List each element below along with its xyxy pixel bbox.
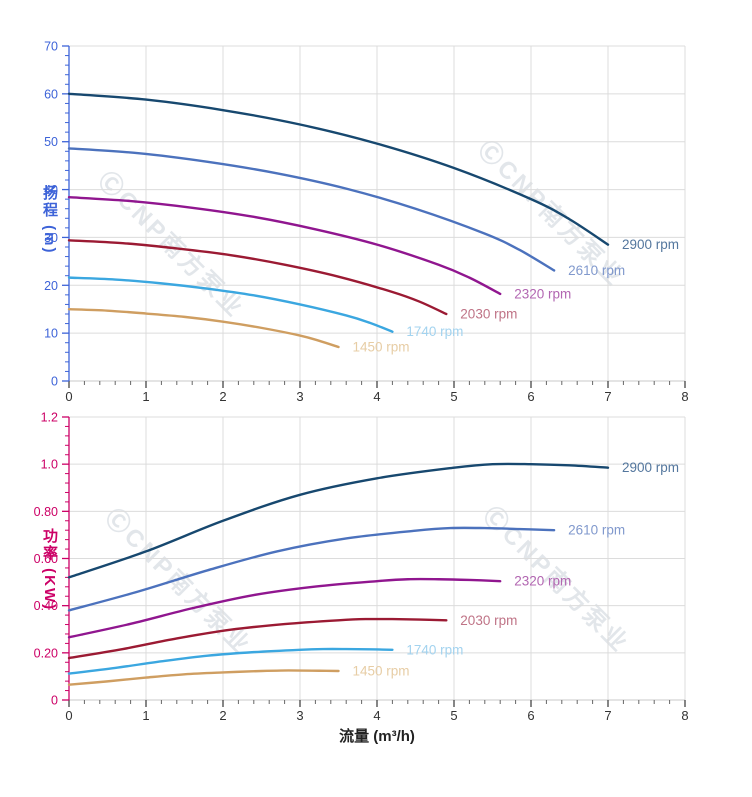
series-label-2320-rpm: 2320 rpm (514, 574, 571, 589)
x-tick-label: 0 (65, 389, 72, 404)
x-tick-label: 5 (450, 389, 457, 404)
x-tick-label: 2 (219, 708, 226, 723)
x-tick-label: 4 (373, 708, 380, 723)
curve-2320-rpm (67, 196, 502, 296)
y-tick-label: 20 (44, 279, 58, 293)
series-label-2900-rpm: 2900 rpm (622, 460, 679, 475)
y-tick-label: 30 (44, 231, 58, 245)
y-tick-label: 10 (44, 327, 58, 341)
curve-2320-rpm (67, 577, 502, 639)
y-tick-label: 0 (51, 375, 58, 389)
x-tick-label: 0 (65, 708, 72, 723)
x-tick-label: 7 (604, 708, 611, 723)
head-axis-title: 扬程 (m) (41, 185, 58, 255)
y-tick-label: 40 (44, 183, 58, 197)
series-label-2320-rpm: 2320 rpm (514, 286, 571, 301)
x-tick-label: 3 (296, 708, 303, 723)
y-tick-label: 50 (44, 135, 58, 149)
series-label-1740-rpm: 1740 rpm (406, 324, 463, 339)
series-label-1450-rpm: 1450 rpm (353, 663, 410, 678)
series-label-2900-rpm: 2900 rpm (622, 237, 679, 252)
series-label-2610-rpm: 2610 rpm (568, 263, 625, 278)
y-tick-label: 1.2 (41, 411, 58, 425)
curve-1740-rpm (67, 647, 394, 675)
x-tick-label: 6 (527, 708, 534, 723)
y-tick-label: 0.20 (34, 646, 58, 660)
x-tick-label: 8 (681, 708, 688, 723)
x-tick-label: 1 (142, 708, 149, 723)
y-tick-label: 0.40 (34, 599, 58, 613)
curve-2610-rpm (67, 526, 556, 612)
y-tick-label: 60 (44, 87, 58, 101)
curve-2900-rpm (67, 462, 610, 579)
y-tick-label: 70 (44, 40, 58, 54)
series-label-2030-rpm: 2030 rpm (460, 613, 517, 628)
x-tick-label: 2 (219, 389, 226, 404)
curve-1450-rpm (67, 669, 340, 686)
y-tick-label: 0 (51, 694, 58, 708)
curve-1740-rpm (67, 276, 394, 333)
series-label-1450-rpm: 1450 rpm (353, 340, 410, 355)
curve-2610-rpm (67, 147, 556, 272)
x-tick-label: 4 (373, 389, 380, 404)
series-label-2610-rpm: 2610 rpm (568, 523, 625, 538)
flow-axis-title: 流量 (m³/h) (339, 728, 415, 745)
x-tick-label: 6 (527, 389, 534, 404)
power-chart: 0 1 2 3 4 5 6 7 8 0 0.20 0.40 0.60 0.80 1.0 1.2 2900 rpm… (34, 411, 689, 724)
curve-2900-rpm (67, 92, 610, 246)
power-axis-title: 功率 (KW) (41, 528, 58, 612)
y-tick-label: 1.0 (41, 458, 58, 472)
x-tick-label: 8 (681, 389, 688, 404)
x-tick-label: 1 (142, 389, 149, 404)
head-chart: 0 1 2 3 4 5 6 7 8 0 10 20 30 40 50 60 70 2900 rpm 2610 rpm… (44, 40, 689, 405)
curve-2030-rpm (67, 239, 448, 316)
series-label-2030-rpm: 2030 rpm (460, 307, 517, 322)
y-tick-label: 0.60 (34, 552, 58, 566)
x-tick-label: 3 (296, 389, 303, 404)
y-tick-label: 0.80 (34, 505, 58, 519)
x-tick-label: 5 (450, 708, 457, 723)
curve-1450-rpm (67, 308, 340, 349)
curve-2030-rpm (67, 617, 448, 660)
x-tick-label: 7 (604, 389, 611, 404)
series-label-1740-rpm: 1740 rpm (406, 642, 463, 657)
